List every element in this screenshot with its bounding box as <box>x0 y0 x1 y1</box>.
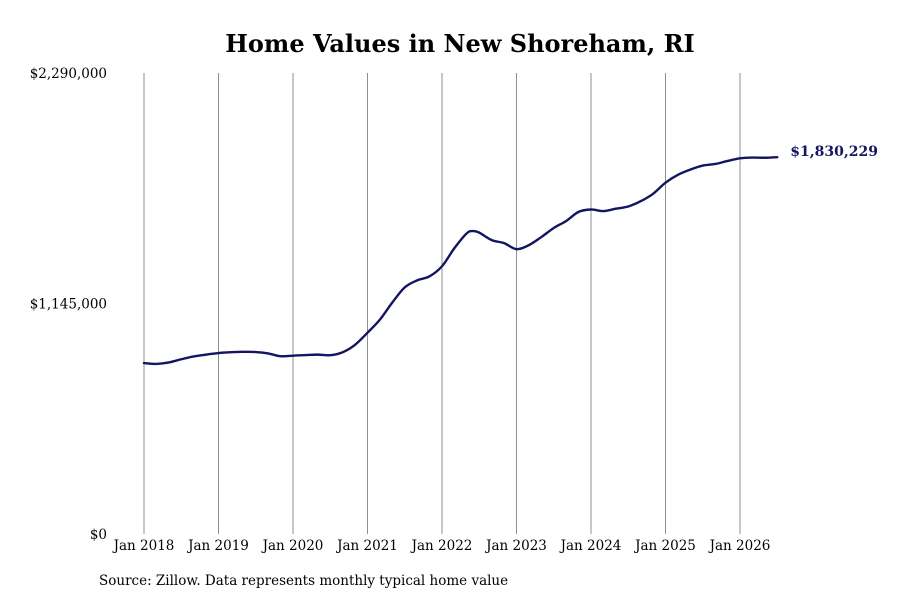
y-axis-tick-labels: $0 $1,145,000 $2,290,000 <box>30 66 107 543</box>
x-tick-label: Jan 2021 <box>335 538 398 554</box>
x-tick-label: Jan 2023 <box>484 538 547 554</box>
x-tick-label: Jan 2025 <box>633 538 696 554</box>
x-tick-label: Jan 2018 <box>112 538 175 554</box>
source-note: Source: Zillow. Data represents monthly … <box>99 573 509 589</box>
grid-layer <box>143 73 741 534</box>
x-tick-label: Jan 2019 <box>186 538 249 554</box>
y-tick-label: $2,290,000 <box>30 66 107 82</box>
chart-title: Home Values in New Shoreham, RI <box>225 29 695 58</box>
x-tick-label: Jan 2024 <box>559 538 622 554</box>
x-tick-label: Jan 2022 <box>410 538 473 554</box>
x-tick-label: Jan 2026 <box>708 538 771 554</box>
x-axis-tick-labels: Jan 2018 Jan 2019 Jan 2020 Jan 2021 Jan 2022… <box>112 538 771 554</box>
y-tick-label: $1,145,000 <box>30 297 107 313</box>
x-tick-label: Jan 2020 <box>261 538 324 554</box>
series-line-home-value <box>142 155 779 366</box>
end-value-label: $1,830,229 <box>790 144 878 160</box>
y-tick-label: $0 <box>90 527 107 543</box>
